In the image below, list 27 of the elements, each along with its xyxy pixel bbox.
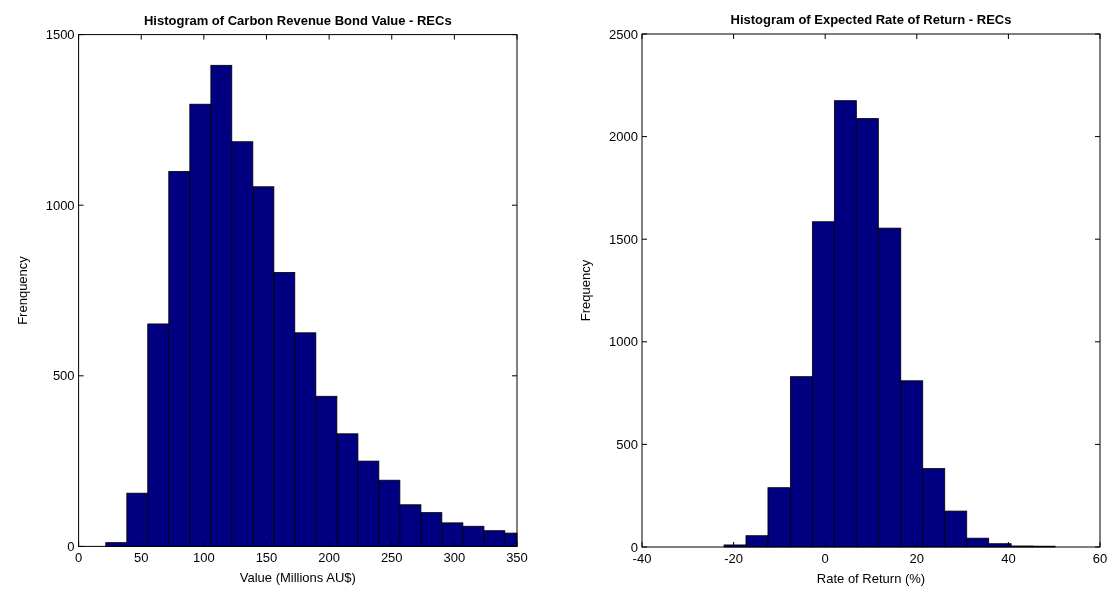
- x-tick-label: 40: [1001, 551, 1016, 566]
- x-tick-label: 50: [133, 550, 149, 566]
- x-tick-label: 0: [821, 551, 829, 566]
- x-tick-label: -20: [724, 551, 743, 566]
- y-tick-label: 500: [52, 368, 75, 384]
- chart-title: Histogram of Expected Rate of Return - RECs: [730, 12, 1012, 27]
- x-tick-label: 300: [443, 550, 466, 566]
- x-tick-label: 60: [1092, 551, 1107, 566]
- x-axis-title: Value (Millions AU$): [239, 570, 356, 586]
- y-tick-label: 1000: [609, 334, 638, 350]
- x-tick-label: 250: [380, 550, 403, 566]
- x-axis-title: Rate of Return (%): [816, 571, 926, 586]
- y-tick-label: 1000: [45, 197, 75, 213]
- x-tick-label: 200: [318, 550, 340, 566]
- y-tick-label: 500: [616, 436, 638, 452]
- x-tick-label: 150: [255, 550, 278, 566]
- y-axis-title: Frequency: [578, 259, 593, 322]
- chart-title: Histogram of Carbon Revenue Bond Value - RECs: [143, 12, 452, 28]
- y-tick-label: 2500: [609, 26, 638, 42]
- x-tick-label: 100: [193, 550, 215, 566]
- y-tick-label: 1500: [609, 231, 638, 247]
- y-axis-title: Frenquency: [14, 255, 30, 325]
- y-tick-label: 1500: [45, 27, 75, 43]
- x-tick-label: 20: [909, 551, 925, 566]
- y-tick-label: 2000: [609, 129, 638, 145]
- x-tick-label: 350: [506, 550, 528, 566]
- y-tick-label: 0: [67, 538, 75, 554]
